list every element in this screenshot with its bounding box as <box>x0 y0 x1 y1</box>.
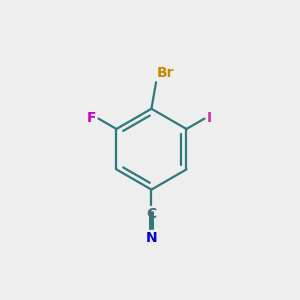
Text: Br: Br <box>157 66 175 80</box>
Text: F: F <box>87 111 97 125</box>
Text: N: N <box>146 230 157 244</box>
Text: I: I <box>206 111 211 125</box>
Text: C: C <box>146 207 157 221</box>
